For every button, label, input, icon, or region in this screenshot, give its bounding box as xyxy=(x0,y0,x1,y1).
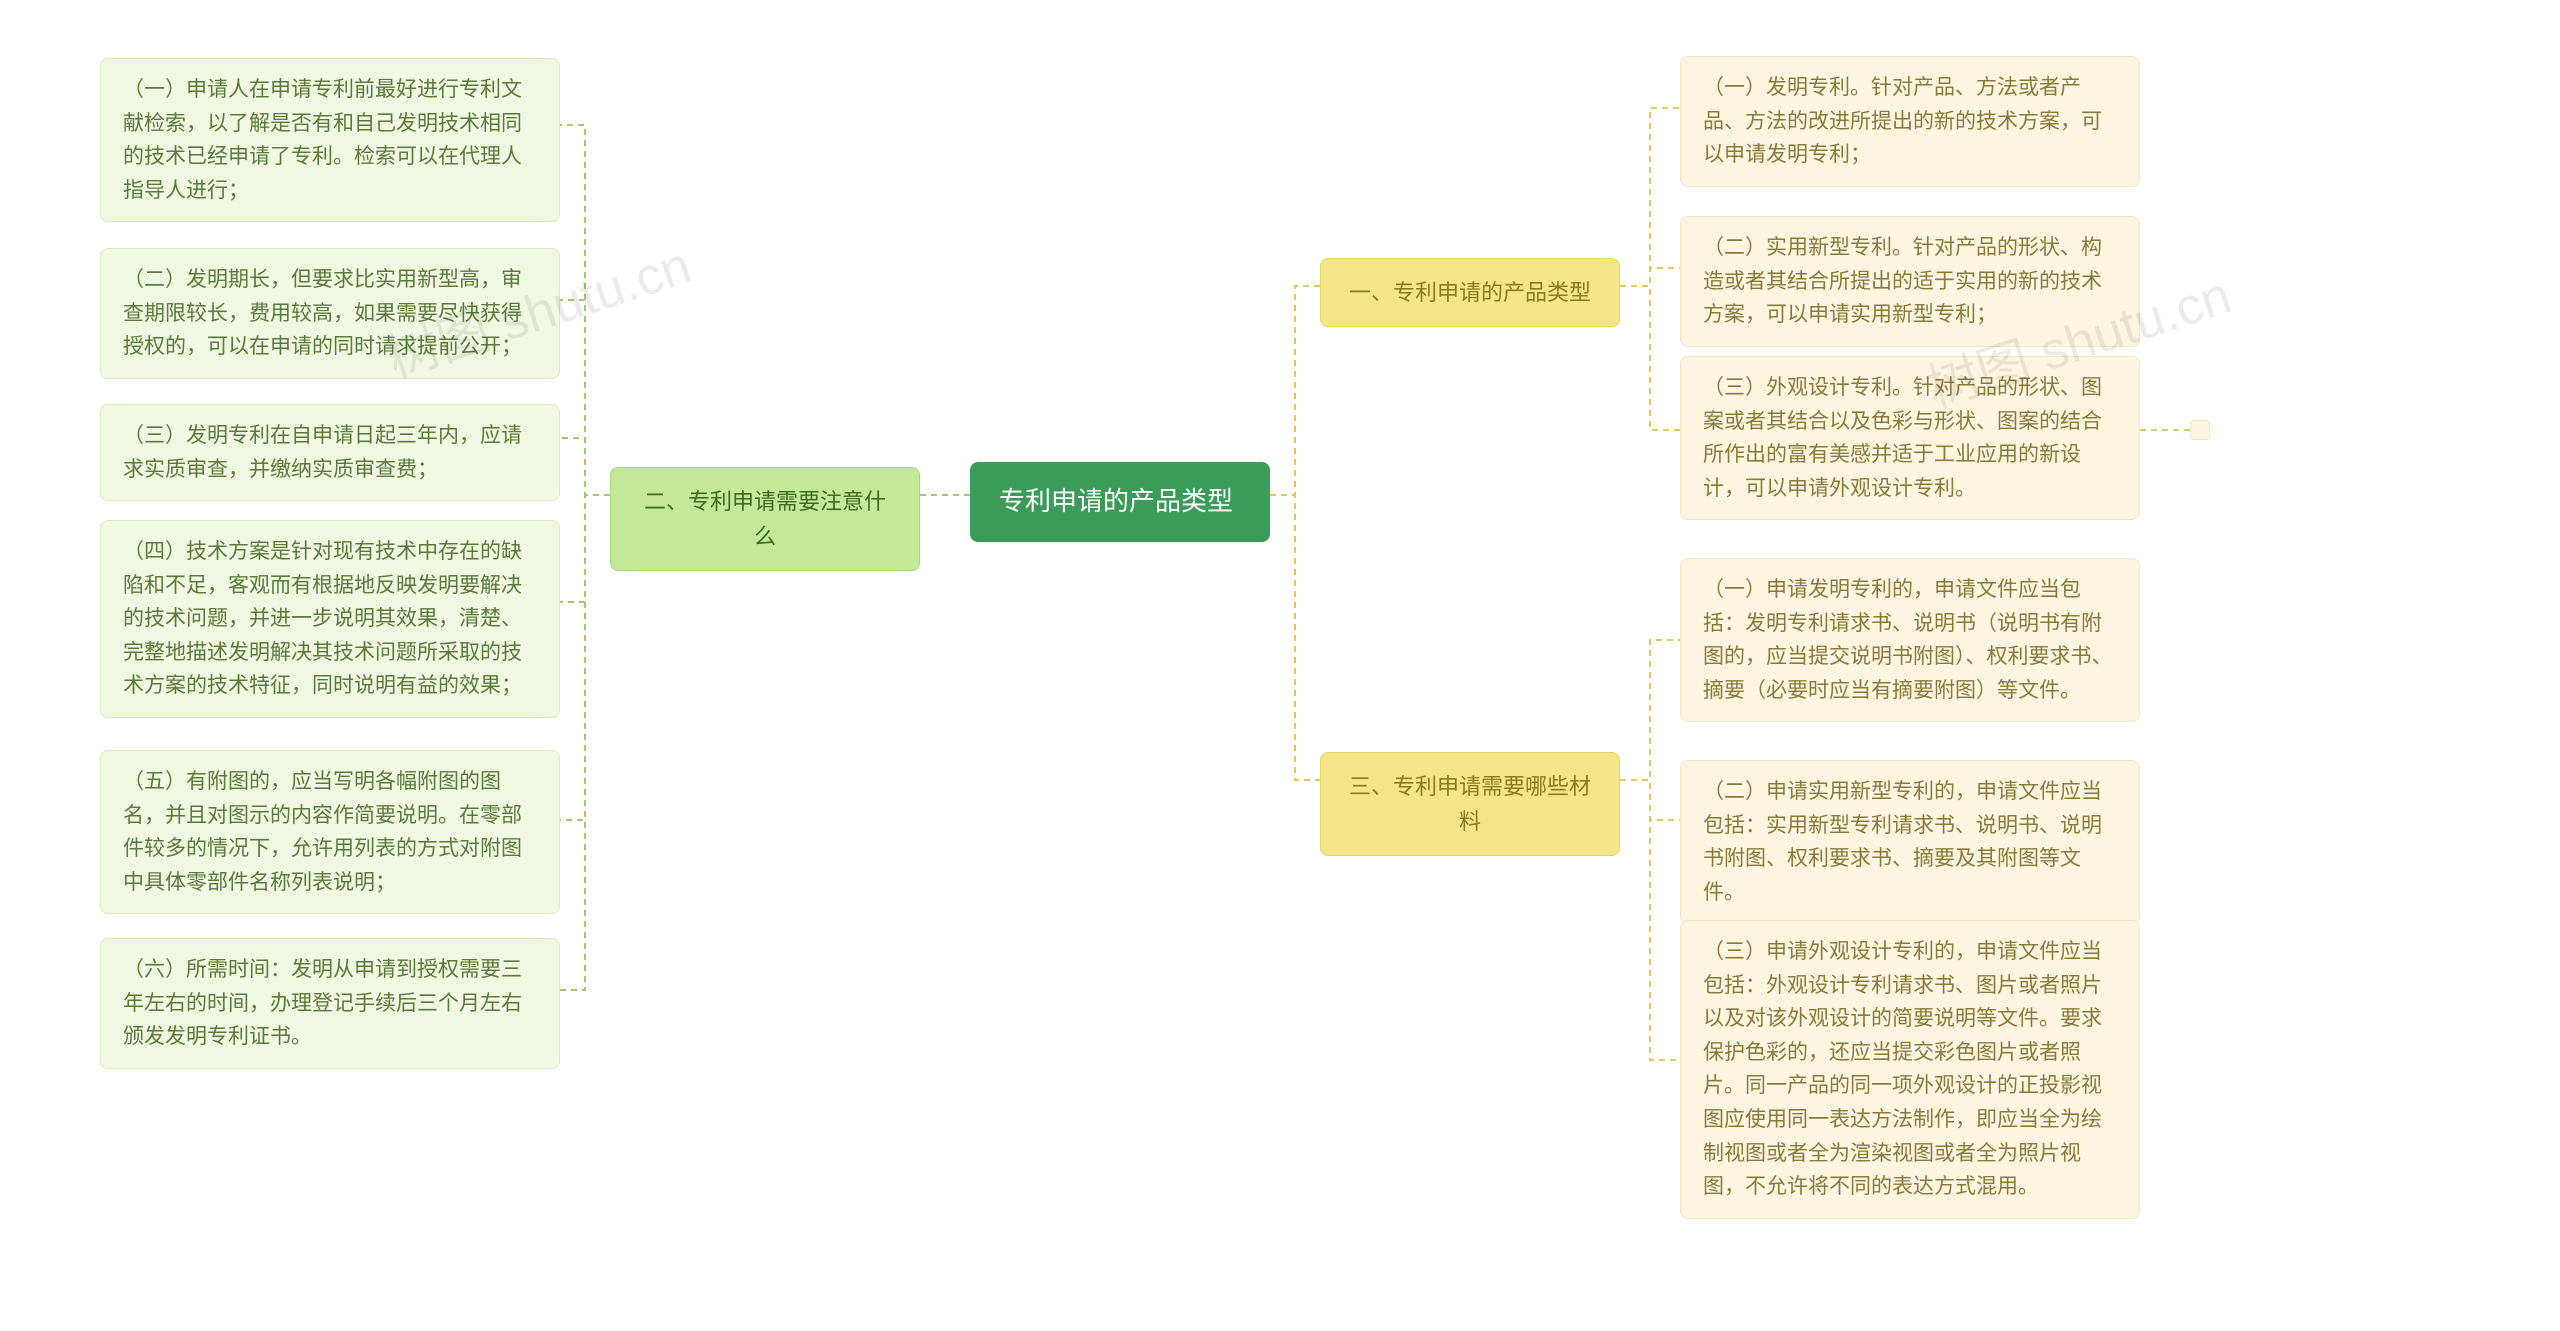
leaf-b3-1[interactable]: （一）申请发明专利的，申请文件应当包括：发明专利请求书、说明书（说明书有附图的，… xyxy=(1680,558,2140,722)
leaf-b3-3[interactable]: （三）申请外观设计专利的，申请文件应当包括：外观设计专利请求书、图片或者照片以及… xyxy=(1680,920,2140,1219)
branch-1[interactable]: 一、专利申请的产品类型 xyxy=(1320,258,1620,327)
leaf-b2-5[interactable]: （五）有附图的，应当写明各幅附图的图名，并且对图示的内容作简要说明。在零部件较多… xyxy=(100,750,560,914)
branch-3[interactable]: 三、专利申请需要哪些材料 xyxy=(1320,752,1620,856)
leaf-b2-3[interactable]: （三）发明专利在自申请日起三年内，应请求实质审查，并缴纳实质审查费； xyxy=(100,404,560,501)
leaf-b1-2[interactable]: （二）实用新型专利。针对产品的形状、构造或者其结合所提出的适于实用的新的技术方案… xyxy=(1680,216,2140,347)
collapsed-child-box[interactable] xyxy=(2190,420,2210,440)
leaf-b2-2[interactable]: （二）发明期长，但要求比实用新型高，审查期限较长，费用较高，如果需要尽快获得授权… xyxy=(100,248,560,379)
leaf-b1-1[interactable]: （一）发明专利。针对产品、方法或者产品、方法的改进所提出的新的技术方案，可以申请… xyxy=(1680,56,2140,187)
leaf-b1-3[interactable]: （三）外观设计专利。针对产品的形状、图案或者其结合以及色彩与形状、图案的结合所作… xyxy=(1680,356,2140,520)
branch-2[interactable]: 二、专利申请需要注意什么 xyxy=(610,467,920,571)
root-node[interactable]: 专利申请的产品类型 xyxy=(970,462,1270,542)
leaf-b2-6[interactable]: （六）所需时间：发明从申请到授权需要三年左右的时间，办理登记手续后三个月左右颁发… xyxy=(100,938,560,1069)
leaf-b2-1[interactable]: （一）申请人在申请专利前最好进行专利文献检索，以了解是否有和自己发明技术相同的技… xyxy=(100,58,560,222)
leaf-b3-2[interactable]: （二）申请实用新型专利的，申请文件应当包括：实用新型专利请求书、说明书、说明书附… xyxy=(1680,760,2140,924)
leaf-b2-4[interactable]: （四）技术方案是针对现有技术中存在的缺陷和不足，客观而有根据地反映发明要解决的技… xyxy=(100,520,560,718)
